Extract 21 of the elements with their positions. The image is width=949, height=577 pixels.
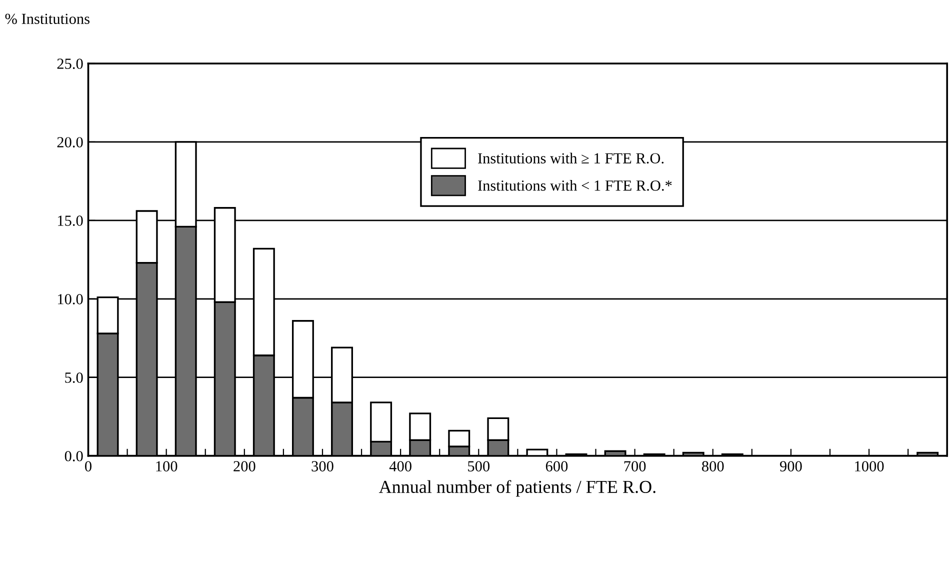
y-tick-label: 10.0 bbox=[58, 294, 83, 304]
y-tick-label: 5.0 bbox=[65, 372, 83, 383]
x-tick-label: 800 bbox=[702, 461, 724, 472]
y-tick-label: 25.0 bbox=[57, 58, 83, 69]
y-tick-label: 0.0 bbox=[64, 450, 83, 462]
y-axis-title: % Institutions bbox=[5, 14, 90, 24]
x-tick-label: 900 bbox=[780, 461, 802, 472]
x-tick-label: 1000 bbox=[855, 461, 884, 472]
y-tick-label: 20.0 bbox=[57, 137, 83, 148]
x-tick-label: 700 bbox=[624, 461, 646, 472]
legend-label: Institutions with < 1 FTE R.O.* bbox=[478, 180, 672, 191]
x-tick-label: 400 bbox=[389, 461, 412, 472]
x-axis-title: Annual number of patients / FTE R.O. bbox=[378, 480, 656, 497]
x-tick-label: 200 bbox=[234, 461, 256, 472]
x-tick-label: 0 bbox=[85, 461, 92, 472]
x-tick-label: 500 bbox=[468, 461, 490, 472]
x-tick-label: 600 bbox=[546, 461, 568, 472]
x-tick-label: 300 bbox=[312, 461, 334, 472]
x-tick-label: 100 bbox=[156, 461, 178, 472]
y-tick-label: 15.0 bbox=[58, 216, 83, 226]
legend-label: Institutions with ≥ 1 FTE R.O. bbox=[478, 152, 664, 164]
